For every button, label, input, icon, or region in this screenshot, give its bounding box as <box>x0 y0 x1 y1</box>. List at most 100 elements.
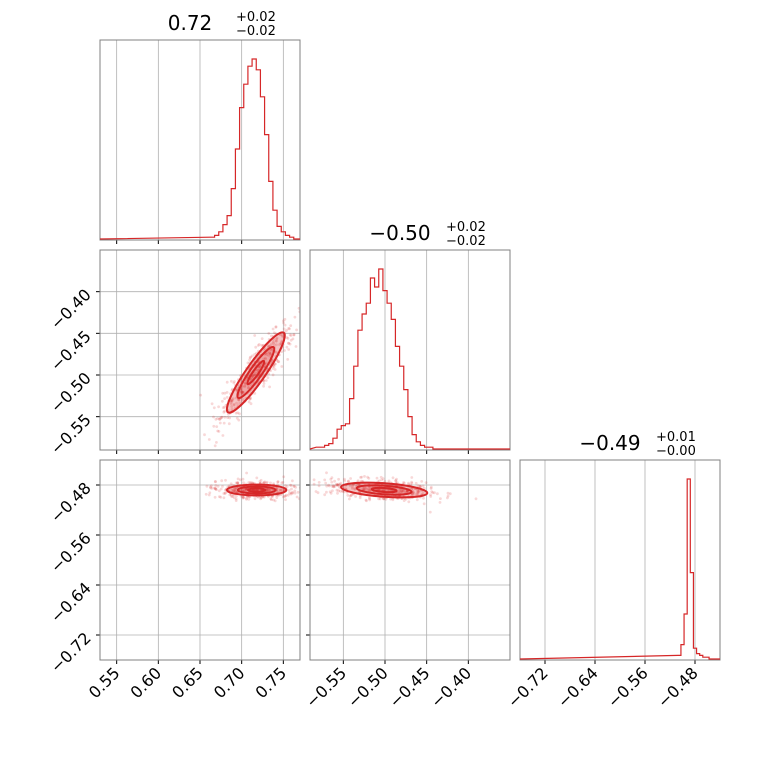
scatter-point <box>207 438 211 441</box>
scatter-point <box>235 388 239 392</box>
title-plus-error: +0.02 <box>446 220 486 235</box>
scatter-point <box>231 489 235 493</box>
scatter-point <box>225 396 229 399</box>
scatter-point <box>448 492 452 496</box>
scatter-point <box>291 479 294 483</box>
scatter-point <box>398 489 401 493</box>
scatter-point <box>272 343 276 347</box>
scatter-point <box>280 350 283 353</box>
scatter-point <box>234 411 238 415</box>
scatter-point <box>212 415 215 419</box>
scatter-point <box>304 481 307 484</box>
scatter-point <box>349 494 353 497</box>
scatter-point <box>289 491 293 495</box>
scatter-point <box>233 489 237 493</box>
scatter-point <box>212 424 216 428</box>
scatter-point <box>243 488 247 492</box>
scatter-point <box>216 417 220 420</box>
scatter-panel-2: −0.55−0.50−0.45−0.40 <box>302 459 511 711</box>
scatter-point <box>267 489 270 492</box>
scatter-point <box>333 484 337 488</box>
scatter-point <box>264 357 268 361</box>
scatter-point <box>315 495 318 498</box>
scatter-point <box>273 368 277 371</box>
scatter-point <box>213 480 217 483</box>
scatter-point <box>231 397 235 401</box>
scatter-point <box>327 483 330 487</box>
scatter-point <box>368 497 371 500</box>
scatter-point <box>218 495 221 498</box>
scatter-point <box>416 484 420 488</box>
scatter-point <box>412 492 416 495</box>
scatter-point <box>287 348 291 351</box>
scatter-point <box>240 390 244 393</box>
scatter-point <box>353 487 357 490</box>
scatter-point <box>268 488 271 492</box>
scatter-point <box>419 485 423 489</box>
scatter-point <box>293 315 297 319</box>
scatter-point <box>231 495 235 498</box>
scatter-point <box>215 488 218 491</box>
scatter-point <box>313 488 316 491</box>
scatter-content <box>199 292 300 448</box>
scatter-point <box>446 496 449 500</box>
scatter-point <box>323 493 327 497</box>
scatter-point <box>431 491 435 495</box>
title-minus-error: −0.02 <box>446 234 486 249</box>
scatter-point <box>411 490 415 494</box>
scatter-point <box>274 339 278 343</box>
y-tick-label: −0.55 <box>47 410 95 458</box>
scatter-point <box>337 484 340 487</box>
scatter-point <box>213 444 217 448</box>
scatter-point <box>275 486 279 490</box>
scatter-point <box>234 481 238 485</box>
scatter-point <box>268 385 271 389</box>
scatter-point <box>272 340 275 343</box>
scatter-point <box>270 334 273 338</box>
scatter-point <box>268 351 271 354</box>
scatter-point <box>402 499 406 502</box>
scatter-point <box>229 482 233 486</box>
scatter-point <box>368 498 372 502</box>
scatter-point <box>225 391 229 394</box>
scatter-point <box>314 490 318 493</box>
scatter-point <box>278 488 282 492</box>
scatter-point <box>433 491 436 495</box>
scatter-point <box>339 481 343 485</box>
scatter-point <box>222 421 226 425</box>
scatter-point <box>422 496 425 500</box>
scatter-point <box>241 495 245 499</box>
scatter-point <box>240 390 244 394</box>
scatter-point <box>287 341 291 345</box>
title-median: 0.72 <box>168 11 213 35</box>
scatter-point <box>272 341 275 345</box>
scatter-point <box>291 490 294 494</box>
contour-line <box>247 487 267 493</box>
y-tick-label: −0.40 <box>47 285 95 333</box>
x-tick-label: −0.50 <box>344 663 392 711</box>
scatter-point <box>359 476 362 479</box>
scatter-point <box>233 380 236 383</box>
scatter-point <box>282 327 286 331</box>
panel-frame <box>519 459 721 661</box>
scatter-point <box>317 481 321 484</box>
scatter-point <box>274 325 278 328</box>
scatter-point <box>213 486 217 490</box>
scatter-point <box>422 502 426 506</box>
scatter-point <box>235 401 239 405</box>
scatter-point <box>222 492 226 495</box>
scatter-point <box>367 488 371 492</box>
scatter-point <box>281 334 284 337</box>
scatter-point <box>337 489 341 493</box>
scatter-point <box>214 487 217 491</box>
scatter-point <box>249 355 253 359</box>
scatter-point <box>223 397 227 400</box>
scatter-point <box>265 351 269 354</box>
scatter-point <box>421 492 425 495</box>
scatter-point <box>283 495 287 498</box>
scatter-point <box>276 480 280 484</box>
scatter-point <box>260 337 264 340</box>
scatter-point <box>399 490 402 494</box>
scatter-point <box>274 339 278 343</box>
scatter-point <box>253 353 256 356</box>
